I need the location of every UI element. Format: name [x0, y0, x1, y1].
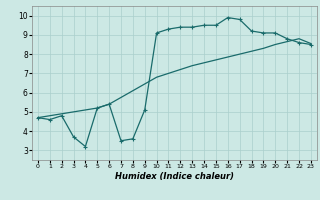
X-axis label: Humidex (Indice chaleur): Humidex (Indice chaleur) — [115, 172, 234, 181]
